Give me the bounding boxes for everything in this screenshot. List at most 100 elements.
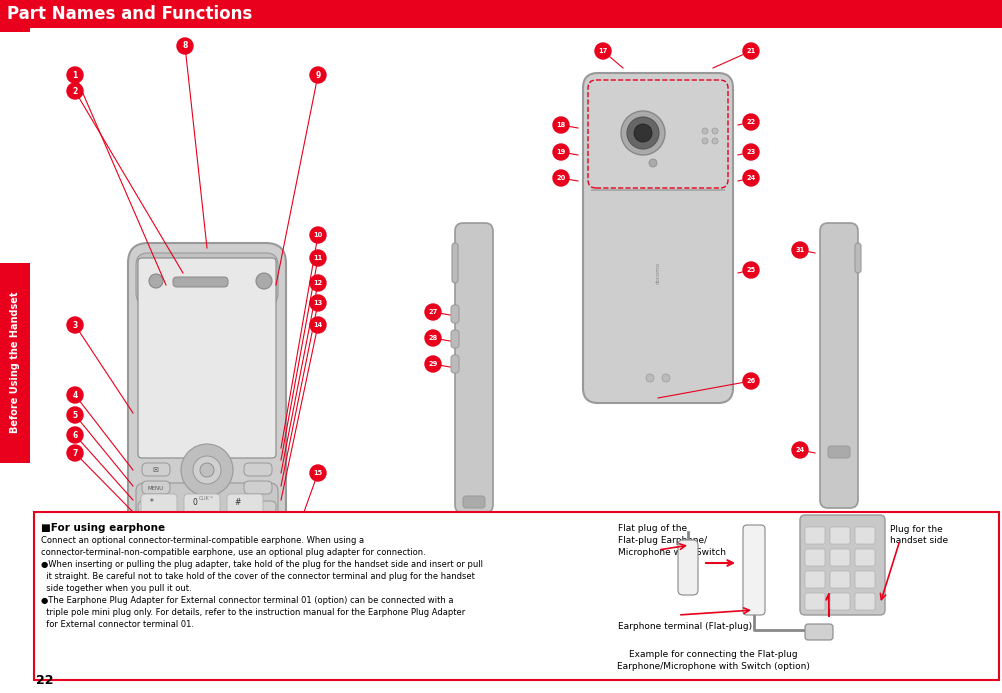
Circle shape xyxy=(199,463,213,477)
Text: 17: 17 xyxy=(598,48,607,54)
FancyBboxPatch shape xyxy=(136,253,278,305)
Text: 27: 27 xyxy=(428,309,437,315)
Circle shape xyxy=(67,387,83,403)
Text: for External connector terminal 01.: for External connector terminal 01. xyxy=(41,620,193,629)
FancyBboxPatch shape xyxy=(805,571,825,588)
Text: 24: 24 xyxy=(795,447,804,453)
FancyBboxPatch shape xyxy=(805,624,833,640)
Circle shape xyxy=(648,159,656,167)
Circle shape xyxy=(310,295,326,311)
Text: 31: 31 xyxy=(795,247,804,253)
Text: ●When inserting or pulling the plug adapter, take hold of the plug for the hands: ●When inserting or pulling the plug adap… xyxy=(41,560,483,569)
Text: 19: 19 xyxy=(556,149,565,155)
Text: Flat plug of the
Flat-plug Earphone/
Microphone with Switch: Flat plug of the Flat-plug Earphone/ Mic… xyxy=(617,524,725,556)
Circle shape xyxy=(67,317,83,333)
Text: 4: 4 xyxy=(72,390,77,399)
FancyBboxPatch shape xyxy=(854,549,874,566)
FancyBboxPatch shape xyxy=(138,258,276,458)
FancyBboxPatch shape xyxy=(854,593,874,610)
FancyBboxPatch shape xyxy=(254,501,276,513)
FancyBboxPatch shape xyxy=(820,223,857,508)
Circle shape xyxy=(425,304,441,320)
Circle shape xyxy=(742,43,759,59)
FancyBboxPatch shape xyxy=(183,554,219,578)
Text: 8: 8 xyxy=(192,528,197,537)
Text: 0: 0 xyxy=(192,498,197,507)
Circle shape xyxy=(594,43,610,59)
Text: docomo: docomo xyxy=(655,262,660,284)
Text: 5: 5 xyxy=(192,558,197,567)
Circle shape xyxy=(661,374,669,382)
Text: 8: 8 xyxy=(182,42,187,51)
Text: 13: 13 xyxy=(313,300,323,306)
Circle shape xyxy=(711,128,717,134)
FancyBboxPatch shape xyxy=(451,305,459,323)
Text: connector-terminal-non-compatible earphone, use an optional plug adapter for con: connector-terminal-non-compatible earpho… xyxy=(41,548,425,557)
Circle shape xyxy=(425,330,441,346)
FancyBboxPatch shape xyxy=(226,554,263,578)
Text: 5: 5 xyxy=(72,410,77,419)
FancyBboxPatch shape xyxy=(800,515,884,615)
Circle shape xyxy=(67,407,83,423)
FancyBboxPatch shape xyxy=(830,527,849,544)
Circle shape xyxy=(552,117,568,133)
Text: 16: 16 xyxy=(195,641,204,647)
FancyBboxPatch shape xyxy=(854,243,860,273)
FancyBboxPatch shape xyxy=(587,80,727,188)
FancyBboxPatch shape xyxy=(677,540,697,595)
Text: it straight. Be careful not to take hold of the cover of the connector terminal : it straight. Be careful not to take hold… xyxy=(41,572,474,581)
FancyBboxPatch shape xyxy=(805,527,825,544)
Text: 28: 28 xyxy=(428,335,437,341)
FancyBboxPatch shape xyxy=(226,494,263,518)
Circle shape xyxy=(310,67,326,83)
Text: ■For using earphone: ■For using earphone xyxy=(41,523,165,533)
FancyBboxPatch shape xyxy=(128,243,286,633)
Text: 22: 22 xyxy=(36,674,53,687)
Text: 9: 9 xyxy=(235,528,240,537)
Circle shape xyxy=(620,111,664,155)
FancyBboxPatch shape xyxy=(452,243,458,283)
Circle shape xyxy=(633,124,651,142)
FancyBboxPatch shape xyxy=(141,494,176,518)
Text: ✉: ✉ xyxy=(153,467,158,473)
FancyBboxPatch shape xyxy=(830,549,849,566)
Text: 24: 24 xyxy=(745,175,755,181)
Text: 14: 14 xyxy=(313,322,323,328)
Circle shape xyxy=(176,38,192,54)
Text: #: # xyxy=(234,498,240,507)
FancyBboxPatch shape xyxy=(172,277,227,287)
FancyBboxPatch shape xyxy=(742,525,765,615)
FancyBboxPatch shape xyxy=(854,527,874,544)
FancyBboxPatch shape xyxy=(582,73,732,403)
Text: 3: 3 xyxy=(235,588,240,597)
Circle shape xyxy=(67,445,83,461)
Text: 18: 18 xyxy=(556,122,565,128)
FancyBboxPatch shape xyxy=(830,593,849,610)
Text: 30: 30 xyxy=(469,530,478,536)
Text: 21: 21 xyxy=(745,48,755,54)
Text: 20: 20 xyxy=(556,175,565,181)
Text: 12: 12 xyxy=(313,280,323,286)
Circle shape xyxy=(742,262,759,278)
FancyBboxPatch shape xyxy=(451,355,459,373)
Text: 22: 22 xyxy=(745,119,755,125)
Circle shape xyxy=(67,67,83,83)
Circle shape xyxy=(310,275,326,291)
Text: 15: 15 xyxy=(313,470,323,476)
Circle shape xyxy=(425,356,441,372)
FancyBboxPatch shape xyxy=(138,501,160,513)
Circle shape xyxy=(645,374,653,382)
Circle shape xyxy=(149,274,163,288)
Circle shape xyxy=(192,456,220,484)
FancyBboxPatch shape xyxy=(183,524,219,548)
Text: Part Names and Functions: Part Names and Functions xyxy=(7,5,252,23)
Circle shape xyxy=(310,250,326,266)
Text: 26: 26 xyxy=(745,378,755,384)
Circle shape xyxy=(701,128,707,134)
FancyBboxPatch shape xyxy=(142,463,169,476)
Text: 6: 6 xyxy=(235,558,240,567)
FancyBboxPatch shape xyxy=(805,549,825,566)
FancyBboxPatch shape xyxy=(455,223,493,513)
Text: 7: 7 xyxy=(149,528,154,537)
FancyBboxPatch shape xyxy=(141,584,176,608)
